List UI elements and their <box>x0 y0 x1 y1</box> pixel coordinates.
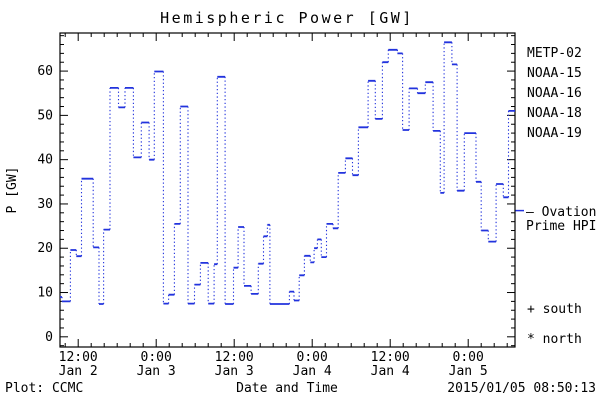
hemisphere-marker-key: + south * north <box>527 302 582 347</box>
y-axis-label: P [GW] <box>5 167 20 214</box>
footer: Plot: CCMC Date and Time 2015/01/05 08:5… <box>5 381 596 396</box>
x-tick-date-0: Jan 2 <box>59 364 98 379</box>
x-tick-time-4: 12:00 <box>371 350 410 365</box>
y-tick-labels: 0 10 20 30 40 50 60 <box>37 64 53 345</box>
plot-generated-content <box>60 33 515 347</box>
hpi-step-line-levels <box>60 41 515 305</box>
x-tick-time-1: 0:00 <box>141 350 172 365</box>
y-tick-50: 50 <box>37 108 53 123</box>
satellite-legend: METP-02 NOAA-15 NOAA-16 NOAA-18 NOAA-19 <box>527 46 582 141</box>
x-tick-labels: 12:00 Jan 2 0:00 Jan 3 12:00 Jan 3 0:00 … <box>59 350 488 379</box>
x-tick-date-3: Jan 4 <box>293 364 332 379</box>
y-tick-20: 20 <box>37 241 53 256</box>
ovation-annotation: — Ovation Prime HPI <box>515 205 596 234</box>
x-tick-date-2: Jan 3 <box>215 364 254 379</box>
y-tick-10: 10 <box>37 286 53 301</box>
hpi-step-line-vertical-dotted <box>61 42 510 304</box>
legend-noaa-16: NOAA-16 <box>527 86 582 101</box>
ovation-label-line2: Prime HPI <box>526 219 596 234</box>
chart-title: Hemispheric Power [GW] <box>160 9 414 27</box>
y-tick-30: 30 <box>37 197 53 212</box>
legend-metp-02: METP-02 <box>527 46 582 61</box>
y-tick-40: 40 <box>37 153 53 168</box>
footer-plot-source: Plot: CCMC <box>5 381 83 396</box>
x-tick-time-5: 0:00 <box>453 350 484 365</box>
footer-timestamp: 2015/01/05 08:50:13 <box>447 381 596 396</box>
y-tick-60: 60 <box>37 64 53 79</box>
x-tick-date-4: Jan 4 <box>371 364 410 379</box>
north-marker-label: * north <box>527 332 582 347</box>
x-tick-date-1: Jan 3 <box>137 364 176 379</box>
legend-noaa-18: NOAA-18 <box>527 106 582 121</box>
x-tick-time-2: 12:00 <box>215 350 254 365</box>
legend-noaa-19: NOAA-19 <box>527 126 582 141</box>
ovation-label-line1: — Ovation <box>526 205 596 220</box>
plot-frame <box>59 32 516 348</box>
x-axis-label: Date and Time <box>236 381 338 396</box>
legend-noaa-15: NOAA-15 <box>527 66 582 81</box>
south-marker-label: + south <box>527 302 582 317</box>
x-tick-date-5: Jan 5 <box>449 364 488 379</box>
x-tick-time-3: 0:00 <box>297 350 328 365</box>
y-tick-0: 0 <box>45 330 53 345</box>
x-tick-time-0: 12:00 <box>59 350 98 365</box>
